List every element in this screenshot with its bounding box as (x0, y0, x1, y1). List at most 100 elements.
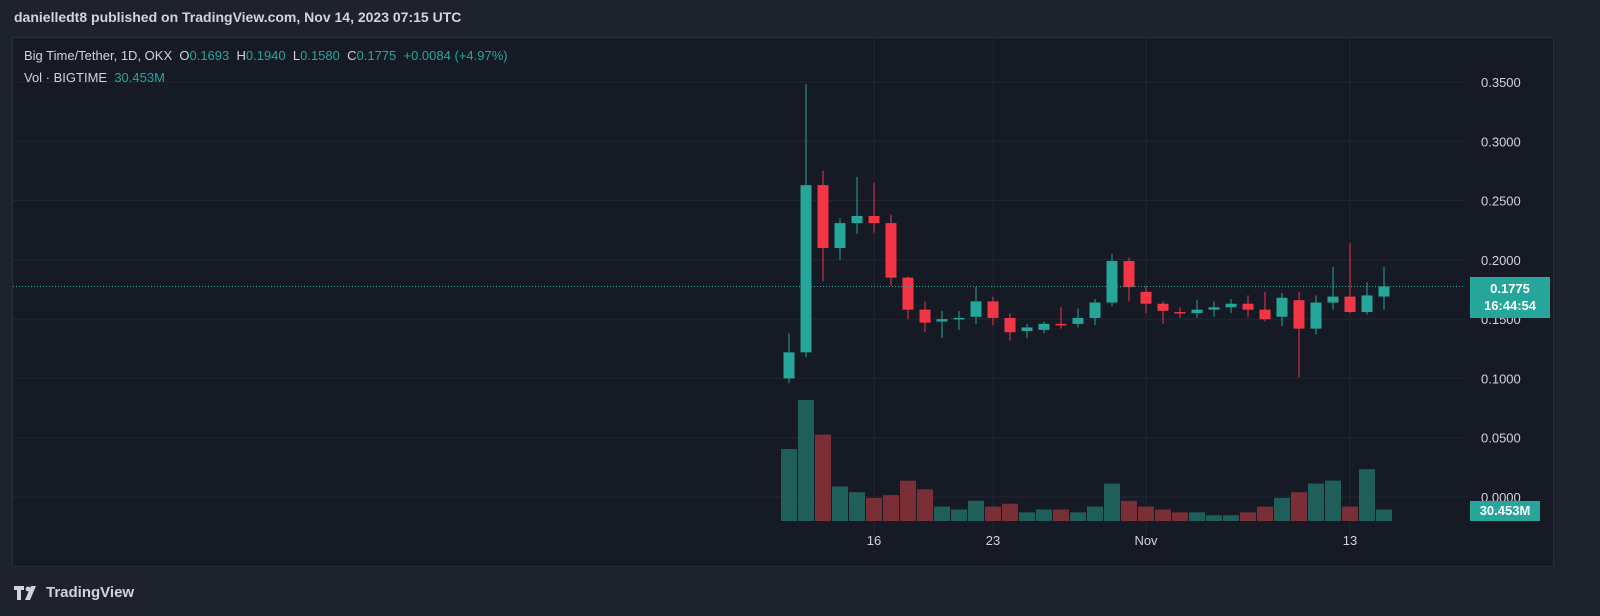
volume-bar (985, 506, 1001, 521)
volume-value: 30.453M (114, 70, 165, 85)
candle-body (1106, 261, 1118, 303)
candle-body (1361, 295, 1373, 313)
last-price: 0.1775 (1490, 281, 1530, 296)
candle-body (1208, 307, 1220, 310)
volume-bar (1019, 512, 1035, 521)
volume-bar (866, 497, 882, 521)
candle-body (1004, 317, 1016, 333)
grid-lines (13, 38, 1465, 540)
candle-body (1344, 296, 1356, 313)
volume-bar (1002, 503, 1018, 521)
candle-body (1225, 303, 1237, 308)
volume-bar (917, 489, 933, 521)
volume-bar (832, 486, 848, 521)
y-tick-label: 0.3000 (1481, 134, 1521, 149)
x-tick-label: Nov (1134, 533, 1158, 548)
candle-body (885, 223, 897, 278)
volume-bar (1376, 509, 1392, 521)
candle-body (1310, 302, 1322, 329)
tradingview-logo[interactable]: TradingView (14, 584, 134, 601)
volume-badge: 30.453M (1470, 501, 1540, 521)
volume-bar (1206, 515, 1222, 521)
open-label: O (179, 48, 190, 63)
close-value: 0.1775 (356, 48, 397, 63)
volume-bar (934, 506, 950, 521)
volume-bar (1104, 483, 1120, 521)
y-tick-label: 0.1000 (1481, 371, 1521, 386)
volume-bar (1053, 509, 1069, 521)
candle-body (868, 215, 880, 224)
candle-body (1123, 261, 1135, 288)
open-value: 0.1693 (189, 48, 230, 63)
volume-bar (1070, 512, 1086, 521)
volume-bar (900, 480, 916, 521)
volume-bar (1172, 512, 1188, 521)
y-tick-label: 0.2500 (1481, 194, 1521, 209)
candle-body (834, 223, 846, 248)
candle-body (1327, 296, 1339, 303)
volume-bar (798, 400, 814, 521)
volume-bar (1359, 469, 1375, 521)
volume-bars (781, 400, 1392, 521)
candle-body (1089, 302, 1101, 318)
volume-bar (849, 492, 865, 521)
candle-body (1055, 323, 1067, 326)
candle-body (987, 301, 999, 318)
candle-body (1191, 309, 1203, 314)
candle-body (970, 301, 982, 317)
candle-body (1140, 291, 1152, 304)
volume-bar (1240, 512, 1256, 521)
tradingview-logo-icon (14, 585, 36, 600)
candle-body (1038, 323, 1050, 330)
candle-body (919, 309, 931, 323)
candle-body (1293, 300, 1305, 329)
candle-body (953, 317, 965, 320)
volume-bar (1308, 483, 1324, 521)
low-label: L (292, 48, 301, 63)
volume-bar (1223, 515, 1239, 521)
volume-bar (1291, 492, 1307, 521)
volume-bar (1138, 506, 1154, 521)
low-value: 0.1580 (300, 48, 340, 63)
candle-body (1259, 309, 1271, 320)
volume-bar (1155, 509, 1171, 521)
y-tick-label: 0.0500 (1481, 431, 1521, 446)
high-value: 0.1940 (245, 48, 286, 63)
candle-body (783, 352, 795, 379)
close-label: C (347, 48, 357, 63)
brand-text: TradingView (46, 584, 135, 601)
volume-bar (883, 495, 899, 521)
volume-bar (1189, 512, 1205, 521)
candle-body (936, 319, 948, 322)
candle-body (1157, 303, 1169, 311)
y-tick-label: 0.2000 (1481, 253, 1521, 268)
candle-body (1174, 312, 1186, 314)
volume-bar (1036, 509, 1052, 521)
symbol-label[interactable]: Big Time/Tether, 1D, OKX (24, 48, 173, 63)
high-label: H (236, 48, 246, 63)
candle-body (851, 215, 863, 224)
last-price-badge: 0.1775 16:44:54 (1470, 277, 1550, 318)
bar-countdown: 16:44:54 (1483, 298, 1537, 313)
candles (783, 84, 1390, 384)
volume-bar (951, 509, 967, 521)
change-value: +0.0084 (+4.97%) (403, 48, 508, 63)
x-tick-label: 13 (1343, 533, 1357, 548)
volume-bar (1274, 497, 1290, 521)
x-axis: 16 23 Nov 13 (867, 533, 1357, 548)
volume-legend[interactable]: Vol · BIGTIME 30.453M (24, 70, 165, 85)
x-tick-label: 23 (986, 533, 1000, 548)
candle-body (817, 185, 829, 248)
candle-body (1378, 286, 1390, 297)
candle-body (800, 185, 812, 353)
volume-bar (1087, 506, 1103, 521)
candle-body (902, 277, 914, 310)
volume-bar (1342, 506, 1358, 521)
volume-bar (1121, 500, 1137, 521)
y-tick-label: 0.3500 (1481, 75, 1521, 90)
candle-body (1072, 317, 1084, 324)
ohlc-legend[interactable]: Big Time/Tether, 1D, OKX O0.1693 H0.1940… (24, 48, 508, 63)
volume-bar (968, 500, 984, 521)
candle-body (1021, 327, 1033, 331)
